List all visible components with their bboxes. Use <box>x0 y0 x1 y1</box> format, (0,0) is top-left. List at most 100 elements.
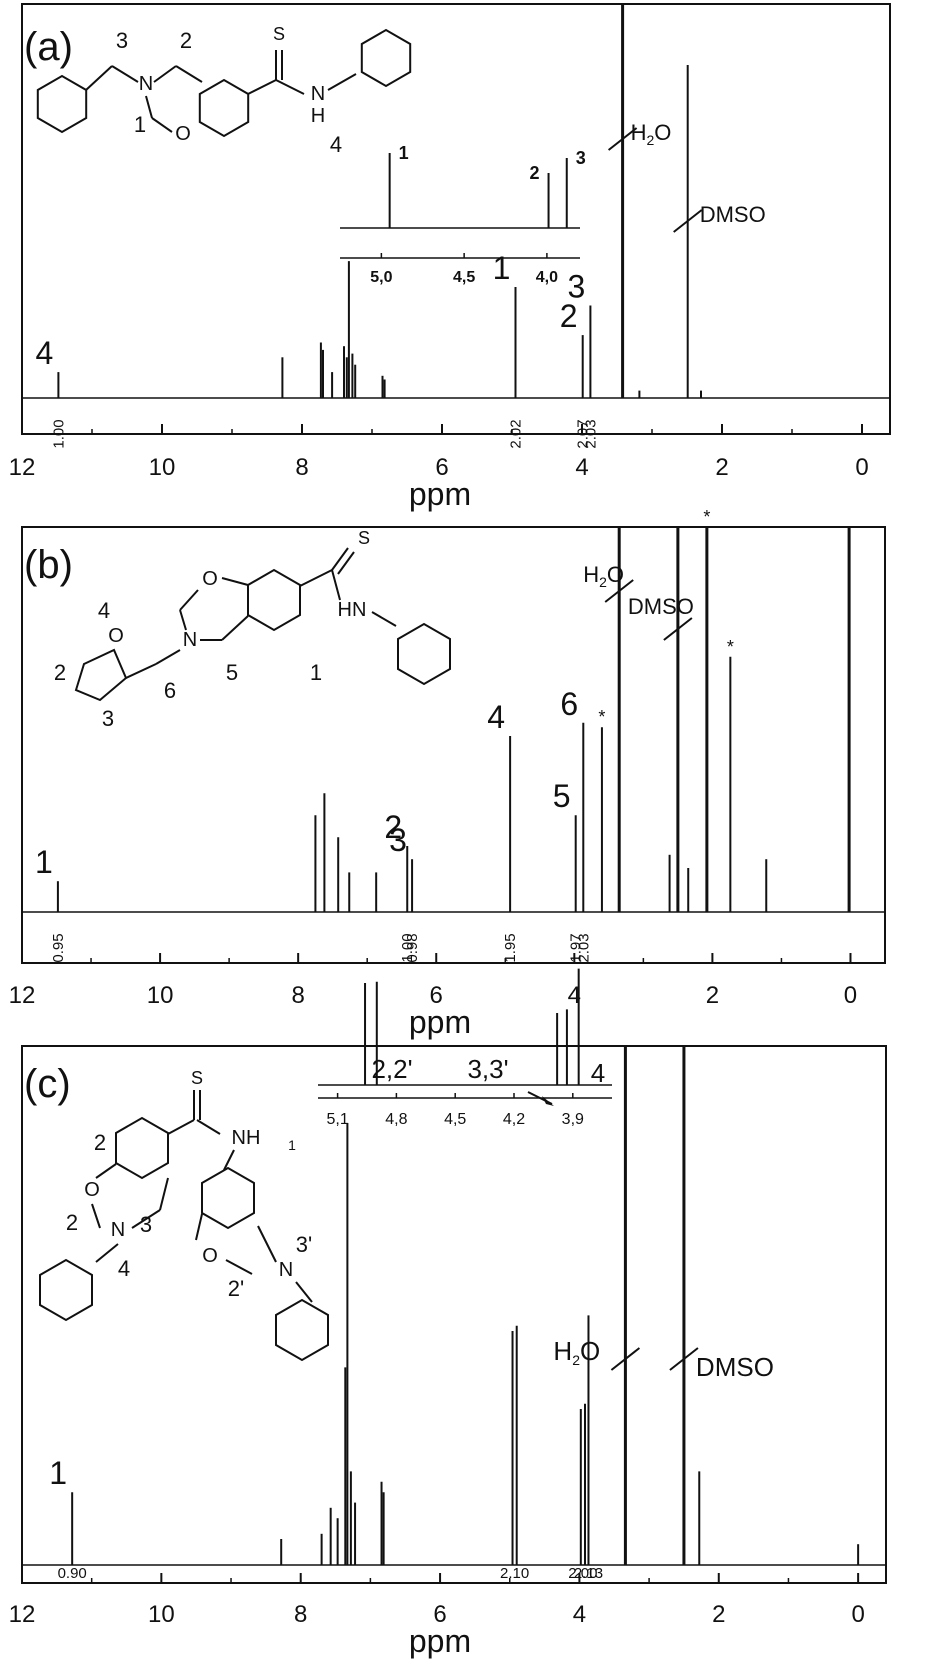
x-tick-label: 2 <box>706 982 719 1009</box>
benzoxazine-ring-left <box>115 1116 169 1180</box>
integral-value: 2.03 <box>582 419 599 448</box>
structure-atom: O <box>202 568 218 590</box>
integral-value: 2.03 <box>575 933 592 962</box>
panel-a-xlabel: ppm <box>409 476 471 512</box>
solvent-label-water: H2O <box>631 120 672 148</box>
x-tick-label: 6 <box>430 982 443 1009</box>
structure-atom: N <box>183 629 197 651</box>
structure-bond <box>145 95 153 119</box>
x-tick-label: 0 <box>855 454 868 481</box>
structure-bond <box>131 1209 161 1229</box>
structure-atom: H <box>311 105 325 127</box>
x-tick-label: 6 <box>435 454 448 481</box>
integral-value: 2.07 <box>575 419 592 448</box>
peak-label: 4 <box>487 699 505 735</box>
structure-label: 4 <box>98 598 110 623</box>
structure-label: 2 <box>180 28 192 53</box>
axis-break-mark <box>663 617 693 641</box>
x-tick-label: 0 <box>844 982 857 1009</box>
structure-bond <box>257 1225 277 1263</box>
solvent-label-water: H2O <box>553 1336 600 1368</box>
peak-label: * <box>727 637 734 657</box>
structure-bond <box>179 609 187 631</box>
structure-label: 3 <box>140 1212 152 1237</box>
annotation-arrowhead <box>542 1096 554 1106</box>
structure-bond <box>275 79 305 95</box>
structure-atom: S <box>273 24 285 44</box>
phenyl-ring <box>397 622 451 686</box>
benzyl-ring-right <box>275 1298 329 1362</box>
structure-label: 4 <box>118 1256 130 1281</box>
x-tick-label: 2 <box>712 1601 725 1628</box>
inset-tick-label: 5,1 <box>326 1111 348 1128</box>
structure-bond <box>247 79 277 95</box>
axis-break-mark <box>604 579 634 603</box>
structure-bond <box>331 547 349 571</box>
structure-bond <box>223 1149 235 1171</box>
structure-label: 4 <box>330 132 342 157</box>
x-tick-label: 8 <box>295 454 308 481</box>
peak-label: 1 <box>49 1455 67 1491</box>
x-tick-label: 12 <box>9 1601 36 1628</box>
furan-ring <box>74 648 128 702</box>
structure-bond <box>331 569 341 601</box>
integral-value: 1.00 <box>399 933 416 962</box>
inset-tick-label: 5,0 <box>370 269 392 286</box>
structure-bond <box>95 1163 117 1179</box>
x-tick-label: 2 <box>715 454 728 481</box>
structure-bond <box>225 1259 253 1275</box>
panel-c: (c) ppm 12 10 8 6 4 2 010.90 2.10 2.002.13H2ODMS… <box>9 968 887 1659</box>
inset-annotation: 2,2' <box>371 1054 412 1084</box>
x-tick-label: 12 <box>9 982 36 1009</box>
peak-label: 3 <box>568 269 586 305</box>
x-tick-label: 10 <box>148 1601 175 1628</box>
x-tick-label: 8 <box>294 1601 307 1628</box>
inset-annotation: 3,3' <box>467 1054 508 1084</box>
structure-bond <box>159 1177 169 1211</box>
peak-label: 2 <box>560 298 578 334</box>
solvent-label-dmso: DMSO <box>628 594 694 619</box>
structure-bond <box>151 117 173 133</box>
integral-value: 0.90 <box>58 1565 87 1582</box>
structure-atom: N <box>279 1259 293 1281</box>
peak-label: 6 <box>560 686 578 722</box>
inset-peak-label: 3 <box>576 148 586 168</box>
structure-bond <box>337 551 355 575</box>
integral-value: 2.00 <box>568 1565 597 1582</box>
structure-atom: N <box>311 83 325 105</box>
structure-bond <box>85 65 113 91</box>
peak-label: * <box>598 707 605 727</box>
panel-c-xlabel: ppm <box>409 1623 471 1659</box>
peak-label: * <box>703 507 710 527</box>
inset-peak-label: 2 <box>530 163 540 183</box>
structure-atom: HN <box>338 599 367 621</box>
structure-bond <box>167 1119 195 1135</box>
structure-atom: O <box>175 123 191 145</box>
structure-bond <box>221 615 249 641</box>
structure-bond <box>179 589 199 611</box>
structure-atom: S <box>358 528 370 548</box>
integral-value: 2.10 <box>500 1565 529 1582</box>
x-tick-label: 10 <box>147 982 174 1009</box>
fused-benzene-ring <box>247 568 301 632</box>
x-tick-label: 0 <box>851 1601 864 1628</box>
structure-atom: O <box>108 625 124 647</box>
integral-value: 1.95 <box>502 933 519 962</box>
x-tick-label: 10 <box>149 454 176 481</box>
structure-bond <box>95 1243 119 1263</box>
structure-bond <box>91 1203 101 1229</box>
x-tick-label: 4 <box>568 982 581 1009</box>
solvent-label-dmso: DMSO <box>696 1352 774 1382</box>
panel-a-label: (a) <box>24 25 73 69</box>
benzene-ring <box>36 74 88 134</box>
x-tick-label: 8 <box>291 982 304 1009</box>
structure-bond <box>371 611 397 627</box>
integral-value: 1.00 <box>50 419 67 448</box>
panel-b-label: (b) <box>24 543 73 587</box>
solvent-label-water: H2O <box>583 562 624 590</box>
integral-value: 2.13 <box>574 1565 603 1582</box>
phenyl-ring <box>360 28 412 88</box>
structure-bond <box>196 1119 221 1135</box>
